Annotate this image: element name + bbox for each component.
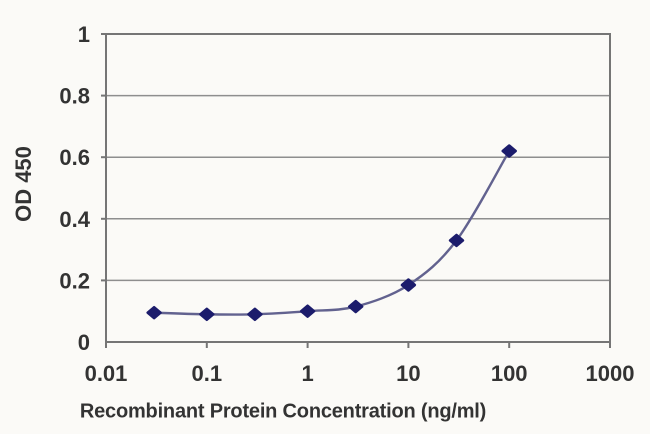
data-point-marker — [247, 307, 263, 322]
x-axis-title: Recombinant Protein Concentration (ng/ml… — [79, 400, 487, 423]
data-point-marker — [448, 233, 465, 248]
y-tick-label: 0.6 — [59, 145, 90, 170]
y-tick-label: 0.4 — [59, 207, 90, 232]
x-tick-label: 0.1 — [192, 361, 223, 386]
data-point-marker — [299, 304, 316, 318]
x-tick-label: 10 — [396, 361, 420, 386]
plot-border — [105, 33, 611, 343]
data-point-marker — [347, 299, 364, 314]
y-tick-label: 0.8 — [59, 84, 90, 109]
data-point-marker — [146, 305, 162, 320]
y-tick-label: 1 — [78, 22, 90, 47]
y-tick-label: 0.2 — [59, 268, 90, 293]
x-tick-label: 1 — [301, 361, 313, 386]
data-point-marker — [199, 307, 215, 322]
y-tick-label: 0 — [78, 330, 90, 355]
data-point-marker — [501, 144, 517, 158]
y-axis-title: OD 450 — [11, 146, 36, 222]
data-point-marker — [400, 278, 417, 292]
series-line — [152, 149, 511, 316]
x-tick-label: 100 — [491, 361, 528, 386]
x-tick-label: 0.01 — [85, 361, 128, 386]
x-tick-label: 1000 — [586, 361, 635, 386]
